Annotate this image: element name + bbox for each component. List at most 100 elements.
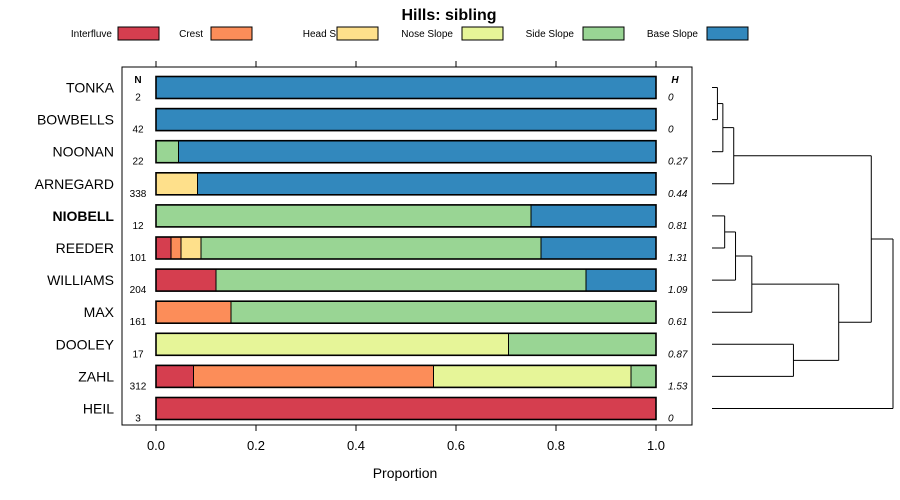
bar-segment-base-slope xyxy=(585,268,657,292)
x-tick-label: 1.0 xyxy=(647,438,665,453)
bar-segment-crest xyxy=(170,236,182,260)
h-value: 1.31 xyxy=(668,253,687,264)
n-value: 12 xyxy=(132,221,144,232)
bar-row-arnegard: ARNEGARD 338 0.44 xyxy=(35,172,688,200)
legend-label-2: Head Slope xyxy=(303,29,356,40)
bar-segment-side-slope xyxy=(200,236,542,260)
x-tick-label: 0.0 xyxy=(147,438,165,453)
bar-outline xyxy=(155,75,657,100)
bar-row-zahl: ZAHL 312 1.53 xyxy=(78,364,688,392)
dendrogram xyxy=(712,87,894,409)
legend-swatch-1 xyxy=(210,26,253,41)
bar-segment-base-slope xyxy=(155,108,657,132)
legend-swatch-5 xyxy=(706,26,749,41)
bar-segment-base-slope xyxy=(197,172,657,196)
bar-segment-base-slope xyxy=(155,76,657,99)
x-tick-label: 0.8 xyxy=(547,438,565,453)
bar-outline xyxy=(155,364,657,389)
legend-swatch-2 xyxy=(336,26,379,41)
bar-outline xyxy=(155,107,657,132)
n-value: 204 xyxy=(130,285,147,296)
h-value: 0.61 xyxy=(668,317,687,328)
bar-row-noonan: NOONAN 22 0.27 xyxy=(53,139,688,168)
bar-segment-side-slope xyxy=(230,300,657,324)
x-tick-label: 0.2 xyxy=(247,438,265,453)
bar-outline xyxy=(155,204,657,228)
bar-segment-interfluve xyxy=(155,397,657,420)
h-value: 1.09 xyxy=(668,285,688,296)
h-value: 0.44 xyxy=(668,189,688,200)
n-value: 101 xyxy=(130,253,147,264)
bar-segment-base-slope xyxy=(540,236,657,260)
legend-swatch-0 xyxy=(117,26,160,41)
top-axis-ticks xyxy=(155,61,657,67)
bar-outline xyxy=(155,268,657,292)
n-value: 42 xyxy=(132,125,144,136)
n-column-header: N xyxy=(134,75,141,86)
category-label: TONKA xyxy=(66,80,115,96)
n-value: 161 xyxy=(130,317,147,328)
bar-segment-side-slope xyxy=(508,332,657,356)
n-value: 22 xyxy=(132,157,144,168)
bar-segment-base-slope xyxy=(178,140,657,164)
bar-segment-base-slope xyxy=(530,204,657,228)
bar-segment-head-slope xyxy=(155,172,198,196)
bar-row-niobell: NIOBELL 12 0.81 xyxy=(53,204,687,232)
x-axis: 0.0 0.2 0.4 0.6 0.8 1.0 xyxy=(147,425,665,453)
h-column-header: H xyxy=(671,75,679,86)
bar-row-max: MAX 161 0.61 xyxy=(84,300,687,328)
category-label: NOONAN xyxy=(53,144,114,160)
legend-swatch-3 xyxy=(461,26,504,41)
bar-outline xyxy=(155,332,657,357)
bar-segment-head-slope xyxy=(180,236,202,260)
x-tick-label: 0.6 xyxy=(447,438,465,453)
category-label: ZAHL xyxy=(78,368,114,384)
bar-outline xyxy=(155,396,657,421)
plot-frame xyxy=(121,66,693,426)
n-value: 3 xyxy=(135,414,141,425)
legend-label-5: Base Slope xyxy=(647,29,699,40)
legend-label-4: Side Slope xyxy=(526,29,575,40)
legend-label-0: Interfluve xyxy=(71,29,113,40)
category-label: WILLIAMS xyxy=(47,272,114,288)
h-value: 0 xyxy=(668,414,674,425)
legend-label-3: Nose Slope xyxy=(401,29,453,40)
category-label: DOOLEY xyxy=(56,336,115,352)
n-value: 338 xyxy=(130,189,147,200)
bar-segment-side-slope xyxy=(155,140,179,164)
bar-segment-crest xyxy=(155,300,232,324)
bar-segment-nose-slope xyxy=(155,332,509,356)
bar-outline xyxy=(155,236,657,260)
category-label: BOWBELLS xyxy=(37,112,114,128)
bar-segment-crest xyxy=(193,364,434,388)
bar-segment-nose-slope xyxy=(433,364,632,388)
n-value: 312 xyxy=(130,381,147,392)
bar-row-tonka: TONKA 2 0 xyxy=(66,75,674,104)
bar-outline xyxy=(155,139,657,164)
n-value: 2 xyxy=(135,93,141,104)
bar-segment-side-slope xyxy=(215,268,587,292)
bar-segment-interfluve xyxy=(155,364,194,388)
category-label: HEIL xyxy=(83,401,114,417)
bar-row-bowbells: BOWBELLS 42 0 xyxy=(37,107,674,136)
bar-outline xyxy=(155,300,657,325)
bar-row-williams: WILLIAMS 204 1.09 xyxy=(47,268,688,296)
x-tick-label: 0.4 xyxy=(347,438,365,453)
h-value: 0 xyxy=(668,93,674,104)
category-label: MAX xyxy=(84,304,115,320)
h-value: 0.87 xyxy=(668,349,688,360)
h-value: 0.81 xyxy=(668,221,687,232)
bar-row-dooley: DOOLEY 17 0.87 xyxy=(56,332,688,360)
h-value: 0 xyxy=(668,125,674,136)
bar-segment-side-slope xyxy=(155,204,532,228)
x-axis-label: Proportion xyxy=(373,465,438,481)
category-label: ARNEGARD xyxy=(35,176,114,192)
bar-outline xyxy=(155,172,657,196)
h-value: 1.53 xyxy=(668,381,688,392)
bar-row-heil: HEIL 3 0 xyxy=(83,396,674,425)
bar-segment-interfluve xyxy=(155,236,172,260)
bar-segment-side-slope xyxy=(630,364,657,388)
legend: Interfluve Crest Head Slope Nose Slope Side … xyxy=(71,26,749,41)
